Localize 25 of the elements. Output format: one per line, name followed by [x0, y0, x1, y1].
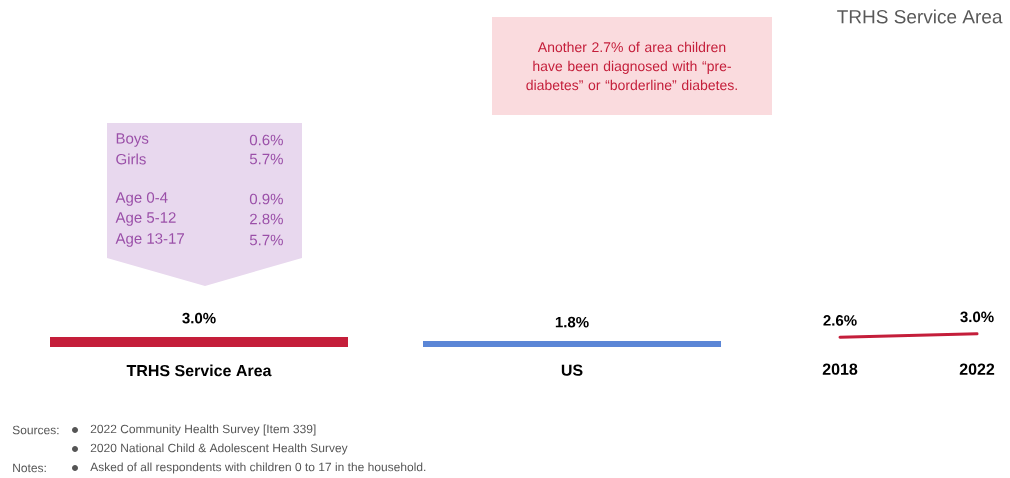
text: Boys	[116, 133, 149, 147]
x-tick-label: TRHS Service Area	[126, 364, 272, 377]
text: Age 5-12	[115, 212, 176, 226]
text: 5.7%	[249, 153, 283, 165]
text: Age 0-4	[115, 192, 168, 206]
x-tick-label: 2022	[959, 363, 995, 375]
data-label: 2.6%	[823, 315, 857, 326]
x-tick-label: US	[561, 364, 583, 376]
data-label: 1.8%	[555, 316, 589, 328]
text: 0.9%	[249, 193, 283, 205]
chart-title: TRHS Service Area	[837, 9, 1003, 24]
x-tick-label: 2018	[822, 363, 858, 375]
text: 2020 National Child & Adolescent Health Survey	[90, 443, 348, 455]
text: Asked of all respondents with children 0 to 17 in the household.	[90, 462, 426, 474]
data-label: 3.0%	[182, 312, 216, 324]
text: Another 2.7% of area children have been diagnosed with “pre-diabetes” or “borderline” diabetes.	[526, 41, 737, 91]
source-note: Sources:	[12, 425, 59, 435]
text: Age 13-17	[115, 233, 184, 247]
text: Notes:	[13, 463, 46, 473]
text: 2022 Community Health Survey [Item 339]	[90, 424, 316, 436]
data-label: 3.0%	[960, 311, 994, 323]
text: Girls	[116, 153, 146, 165]
text: 5.7%	[249, 234, 283, 246]
text: 0.6%	[249, 134, 283, 146]
text: 2.8%	[250, 213, 283, 225]
